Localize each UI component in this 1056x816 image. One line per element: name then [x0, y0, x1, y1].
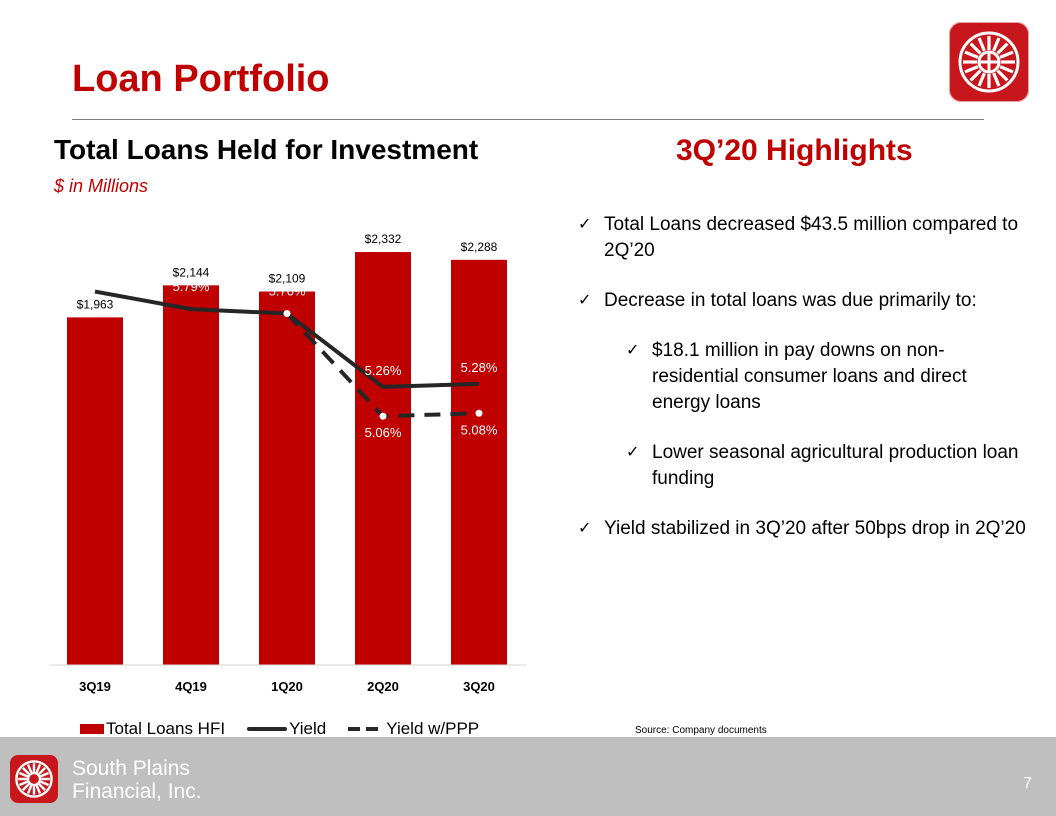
checkmark-icon: ✓ [578, 216, 592, 233]
bullet-text: $18.1 million in pay downs on non-reside… [652, 340, 967, 413]
company-logo [949, 22, 1029, 102]
bullet-text: Total Loans decreased $43.5 million comp… [604, 214, 1019, 261]
x-tick-label: 3Q19 [79, 679, 111, 694]
checkmark-icon: ✓ [626, 342, 640, 359]
bar-3q19 [67, 317, 123, 665]
highlight-sub-bullet: ✓ Lower seasonal agricultural production … [624, 440, 1026, 492]
yield-value-label: 5.76% [269, 284, 306, 299]
sunburst-logo-icon [15, 760, 53, 798]
checkmark-icon: ✓ [626, 444, 640, 461]
legend-swatch-dashed [348, 727, 383, 731]
footer-logo [10, 755, 58, 803]
legend-label-yield-ppp: Yield w/PPP [386, 719, 480, 738]
yield-ppp-value-label: 5.08% [461, 422, 498, 437]
highlights-heading: 3Q’20 Highlights [676, 134, 913, 167]
sunburst-logo-icon [958, 31, 1020, 93]
highlight-bullet: ✓ Yield stabilized in 3Q’20 after 50bps d… [576, 516, 1026, 542]
x-tick-label: 1Q20 [271, 679, 303, 694]
bar-value-label: $2,288 [461, 240, 498, 254]
checkmark-icon: ✓ [578, 520, 592, 537]
legend-item-yield-ppp: Yield w/PPP [348, 719, 479, 739]
page-number: 7 [1023, 775, 1032, 792]
chart-legend: Total Loans HFI Yield Yield w/PPP [80, 719, 501, 739]
company-name-line2: Financial, Inc. [72, 780, 202, 803]
title-divider [72, 119, 984, 120]
legend-label-loans: Total Loans HFI [106, 719, 226, 738]
bar-1q20 [259, 291, 315, 665]
bullet-text: Decrease in total loans was due primaril… [604, 290, 977, 311]
legend-item-loans: Total Loans HFI [80, 719, 225, 739]
loans-chart: 3Q19 4Q19 1Q20 2Q20 3Q20 $1,963 $2,144 $2,109 $… [50, 232, 527, 694]
yield-ppp-point [475, 409, 483, 417]
x-tick-label: 2Q20 [367, 679, 399, 694]
yield-ppp-point [283, 310, 291, 318]
bar-4q19 [163, 285, 219, 665]
slide-title: Loan Portfolio [72, 58, 330, 100]
yield-value-label: 5.28% [461, 360, 498, 375]
checkmark-icon: ✓ [578, 292, 592, 309]
yield-value-label: 5.91% [77, 262, 114, 277]
bar-value-label: $2,332 [365, 232, 402, 246]
x-tick-label: 4Q19 [175, 679, 207, 694]
x-tick-label: 3Q20 [463, 679, 495, 694]
bar-value-label: $2,109 [269, 272, 306, 286]
company-name-line1: South Plains [72, 757, 190, 780]
yield-value-label: 5.26% [365, 363, 402, 378]
legend-label-yield: Yield [289, 719, 327, 738]
source-note: Source: Company documents [635, 725, 767, 736]
bar-value-label: $2,144 [173, 265, 210, 279]
footer-company-name: South Plains Financial, Inc. [72, 757, 202, 803]
legend-swatch-bar [80, 724, 104, 734]
bar-3q20 [451, 259, 507, 665]
bar-value-label: $1,963 [77, 297, 114, 311]
bullet-text: Yield stabilized in 3Q’20 after 50bps dr… [604, 518, 1026, 539]
footer-bar: South Plains Financial, Inc. 7 [0, 737, 1056, 816]
highlight-bullet: ✓ Total Loans decreased $43.5 million com… [576, 212, 1026, 264]
highlight-sub-bullet: ✓ $18.1 million in pay downs on non-resid… [624, 338, 1026, 416]
highlights-list: ✓ Total Loans decreased $43.5 million com… [576, 212, 1026, 566]
highlight-bullet: ✓ Decrease in total loans was due primari… [576, 288, 1026, 314]
legend-swatch-line [247, 727, 288, 731]
chart-units-subheading: $ in Millions [54, 176, 149, 196]
yield-value-label: 5.79% [173, 279, 210, 294]
yield-ppp-point [379, 412, 387, 420]
bullet-text: Lower seasonal agricultural production l… [652, 442, 1019, 489]
chart-heading: Total Loans Held for Investment [54, 134, 479, 165]
legend-item-yield: Yield [247, 719, 326, 739]
yield-ppp-value-label: 5.06% [365, 425, 402, 440]
bar-2q20 [355, 252, 411, 665]
